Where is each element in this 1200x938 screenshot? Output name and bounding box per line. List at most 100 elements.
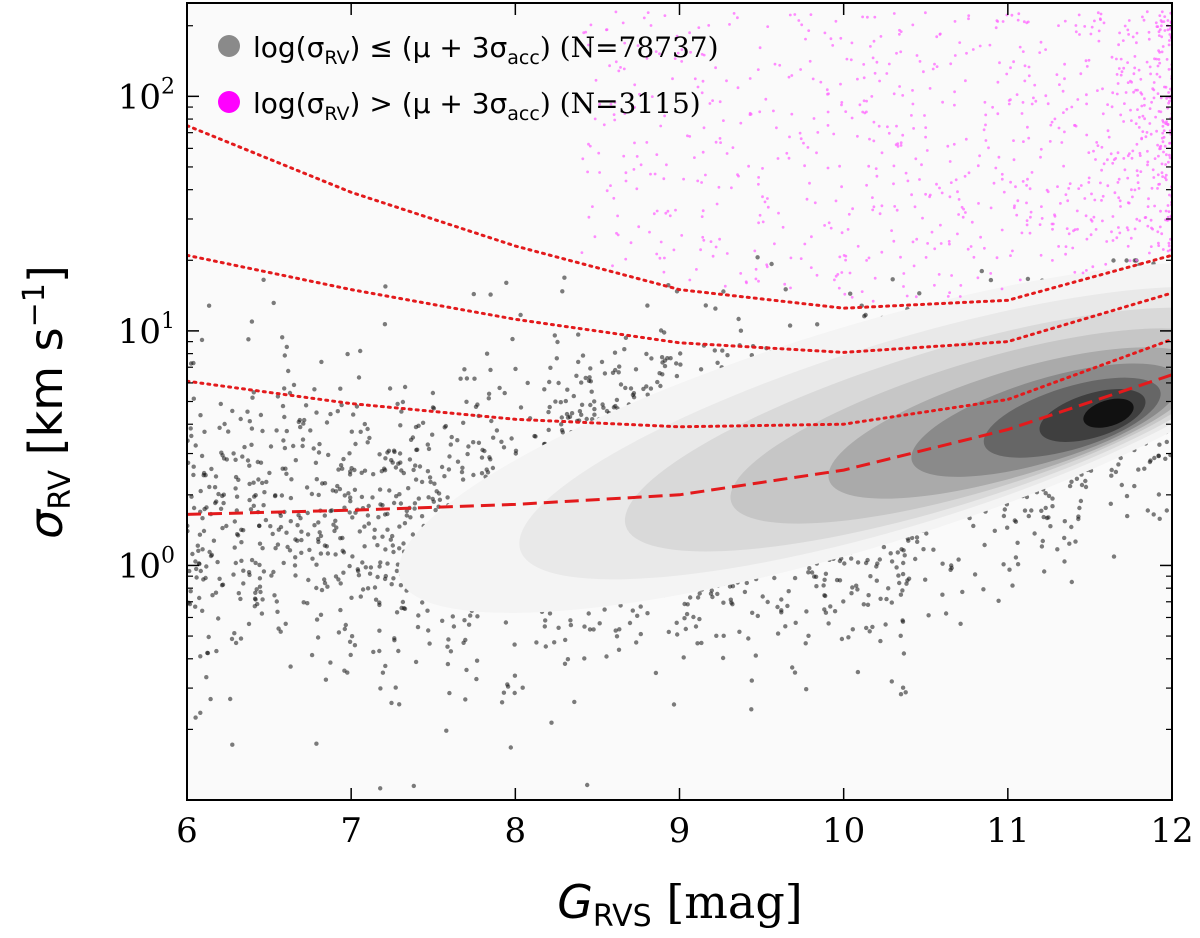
data-point <box>957 198 961 201</box>
data-point <box>1138 219 1142 223</box>
data-point <box>875 174 879 178</box>
data-point <box>232 545 237 550</box>
data-point <box>426 495 431 500</box>
data-point <box>249 442 254 447</box>
data-point <box>744 580 749 586</box>
data-point <box>691 614 696 620</box>
data-point <box>898 85 901 88</box>
data-point <box>299 550 304 555</box>
data-point <box>953 90 956 94</box>
data-point <box>1049 123 1053 127</box>
data-point <box>861 110 865 114</box>
data-point <box>261 277 266 282</box>
data-point <box>895 208 899 212</box>
data-point <box>594 78 598 82</box>
data-point <box>191 472 196 478</box>
threshold-curve <box>187 253 1172 354</box>
data-point <box>402 606 408 611</box>
data-point <box>761 220 765 224</box>
data-point <box>397 524 402 529</box>
data-point <box>1133 227 1137 231</box>
data-point <box>310 556 315 561</box>
data-point <box>251 503 256 508</box>
data-point <box>355 567 360 572</box>
data-point <box>614 60 618 64</box>
data-point <box>296 419 301 425</box>
data-point <box>840 185 843 189</box>
data-point <box>871 196 874 200</box>
data-point <box>1101 112 1105 116</box>
data-point <box>391 549 396 555</box>
data-point <box>935 182 938 186</box>
data-point <box>1143 103 1146 107</box>
data-point <box>1122 120 1125 123</box>
data-point <box>633 83 637 87</box>
data-point <box>398 583 404 588</box>
data-point <box>878 212 882 216</box>
data-point <box>307 547 312 553</box>
data-point <box>935 35 939 39</box>
data-point <box>234 494 240 499</box>
data-point <box>777 211 780 215</box>
data-point <box>276 626 281 631</box>
data-point <box>1166 204 1170 207</box>
data-point <box>855 560 861 565</box>
data-point <box>1167 244 1171 248</box>
y-axis-title: σRV [km s−1] <box>17 265 78 539</box>
data-point <box>1163 456 1168 461</box>
threshold-curve <box>187 124 1172 310</box>
data-point <box>1117 177 1121 181</box>
data-point <box>272 593 277 598</box>
x-axis-symbol: G <box>557 875 593 929</box>
data-point <box>1051 222 1055 226</box>
data-point <box>984 113 988 117</box>
data-point <box>983 246 986 250</box>
data-point <box>1069 579 1075 585</box>
data-point <box>1111 239 1115 242</box>
data-point <box>725 79 728 83</box>
data-point <box>200 547 205 552</box>
data-point <box>889 679 894 684</box>
data-point <box>399 468 404 473</box>
data-point <box>565 657 571 662</box>
data-point <box>1139 77 1143 81</box>
data-point <box>1167 91 1170 94</box>
data-point <box>763 200 767 204</box>
data-point <box>1106 103 1109 106</box>
data-point <box>1164 209 1168 213</box>
data-point <box>1005 525 1010 530</box>
data-point <box>430 405 436 410</box>
data-point <box>430 390 436 396</box>
data-point <box>1040 217 1044 220</box>
data-point <box>1126 28 1130 32</box>
data-point <box>984 139 988 142</box>
data-point <box>658 256 662 260</box>
data-point <box>699 640 704 646</box>
data-point <box>338 536 343 541</box>
data-point <box>586 170 589 174</box>
data-point <box>474 658 480 663</box>
data-point <box>1156 64 1160 68</box>
data-point <box>753 249 757 253</box>
data-point <box>1079 482 1085 488</box>
data-point <box>971 523 976 529</box>
data-point <box>357 529 362 534</box>
data-point <box>913 556 918 562</box>
density-contours <box>398 262 1172 613</box>
data-point <box>701 79 705 83</box>
data-point <box>316 520 321 525</box>
data-point <box>579 402 585 407</box>
data-point <box>356 573 362 578</box>
data-point <box>559 422 564 427</box>
y-tick-label: 102 <box>118 74 175 117</box>
data-point <box>284 428 289 434</box>
data-point <box>760 594 765 599</box>
data-point <box>984 123 987 127</box>
data-point <box>1157 58 1161 61</box>
data-point <box>1053 214 1057 218</box>
data-point <box>241 581 246 586</box>
data-point <box>1021 101 1025 104</box>
data-point <box>1038 51 1042 54</box>
data-point <box>758 110 762 114</box>
data-point <box>1023 64 1027 68</box>
